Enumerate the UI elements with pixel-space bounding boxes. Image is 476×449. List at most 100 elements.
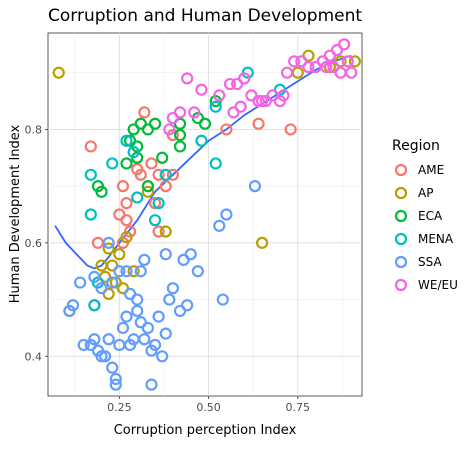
data-point — [120, 231, 133, 244]
data-point — [348, 55, 361, 68]
legend-label: WE/EU — [418, 278, 458, 292]
data-point — [131, 163, 144, 176]
data-point — [95, 350, 108, 363]
data-point — [84, 140, 97, 153]
data-point — [138, 333, 151, 346]
legend-key — [394, 186, 408, 200]
legend-key — [394, 209, 408, 223]
data-point — [181, 299, 194, 312]
data-point — [148, 197, 162, 210]
data-point — [131, 304, 144, 318]
x-tick-label: 0.75 — [286, 401, 311, 414]
data-point — [248, 180, 262, 193]
data-point — [159, 180, 172, 193]
legend-title: Region — [392, 138, 440, 154]
data-point — [141, 185, 155, 198]
data-point — [163, 293, 176, 306]
data-point — [145, 378, 158, 391]
data-point — [152, 168, 165, 181]
data-point — [166, 282, 179, 295]
points — [52, 38, 361, 391]
series-mena — [84, 66, 287, 312]
data-point — [156, 151, 169, 164]
legend-key — [394, 163, 408, 177]
legend-label: MENA — [418, 232, 454, 246]
legend-key — [394, 255, 408, 269]
data-point — [102, 333, 115, 346]
y-axis-label: Human Development Index — [8, 124, 23, 303]
legend-label: AME — [418, 163, 444, 177]
data-point — [184, 248, 197, 261]
data-point — [159, 225, 172, 238]
y-tick-label: 0.4 — [25, 350, 43, 363]
data-point — [141, 321, 155, 335]
data-point — [152, 197, 165, 210]
data-point — [156, 350, 169, 363]
data-point — [109, 276, 122, 289]
series-eca — [91, 94, 222, 198]
data-point — [127, 265, 140, 278]
data-point — [213, 89, 226, 102]
data-point — [102, 242, 115, 255]
legend: Region AME AP ECA MENA SSA WE/EU — [392, 138, 458, 292]
data-point — [280, 66, 294, 79]
data-point — [127, 146, 140, 159]
data-point — [238, 72, 251, 85]
data-point — [220, 208, 233, 221]
data-point — [120, 310, 133, 323]
data-point — [173, 140, 187, 153]
data-point — [227, 106, 240, 119]
x-axis: 0.25 0.50 0.75 — [107, 396, 310, 414]
data-point — [88, 270, 101, 283]
data-point — [120, 197, 133, 210]
data-point — [159, 248, 172, 261]
data-point — [209, 157, 222, 170]
data-point — [191, 265, 204, 278]
data-point — [74, 276, 87, 289]
data-point — [173, 128, 187, 142]
data-point — [95, 259, 108, 272]
data-point — [120, 134, 133, 147]
data-point — [159, 168, 172, 181]
data-point — [159, 327, 172, 340]
data-point — [266, 89, 279, 102]
data-point — [163, 123, 176, 136]
data-point — [141, 180, 155, 193]
data-point — [52, 66, 65, 79]
data-point — [109, 372, 122, 386]
data-point — [106, 157, 119, 170]
data-point — [95, 185, 108, 198]
data-point — [109, 378, 122, 391]
data-point — [302, 60, 315, 74]
data-point — [148, 214, 162, 227]
data-point — [148, 338, 162, 352]
data-point — [188, 106, 201, 119]
data-point — [116, 180, 130, 193]
data-point — [84, 208, 97, 221]
data-point — [113, 265, 126, 278]
data-point — [138, 253, 151, 266]
data-point — [288, 55, 301, 68]
data-point — [338, 38, 351, 51]
data-point — [209, 100, 222, 113]
data-point — [252, 117, 265, 130]
data-point — [255, 94, 269, 108]
data-point — [134, 265, 147, 278]
data-point — [131, 293, 144, 306]
data-point — [95, 282, 108, 295]
data-point — [152, 310, 165, 323]
data-point — [213, 219, 226, 232]
data-point — [195, 134, 208, 147]
data-point — [88, 333, 101, 346]
data-point — [131, 191, 144, 204]
x-tick-label: 0.50 — [196, 401, 221, 414]
data-point — [63, 304, 76, 318]
data-point — [102, 236, 115, 249]
data-point — [220, 123, 233, 136]
x-axis-label: Corruption perception Index — [114, 423, 297, 438]
data-point — [166, 111, 179, 125]
data-point — [166, 168, 179, 181]
legend-label: SSA — [418, 255, 442, 269]
data-point — [84, 168, 97, 181]
